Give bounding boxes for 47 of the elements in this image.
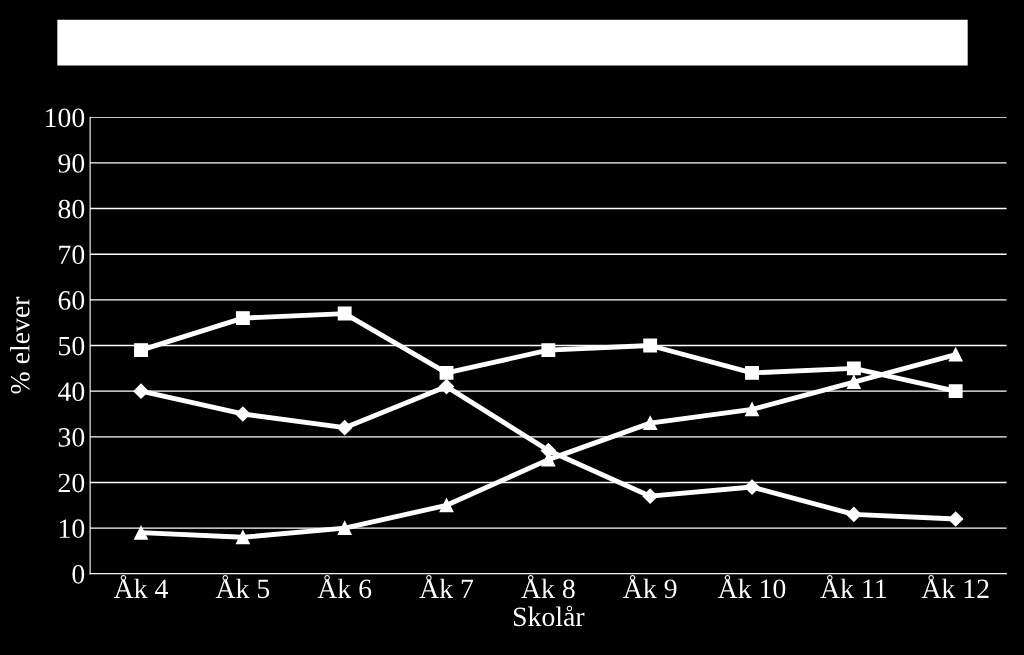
point: [846, 361, 861, 376]
point: [744, 479, 760, 495]
point: [337, 306, 352, 321]
x-tick-label: Åk 8: [521, 575, 575, 599]
point: [948, 511, 964, 527]
point: [745, 365, 759, 380]
point: [846, 375, 861, 389]
point: [235, 530, 250, 545]
y-tick-label: 100: [46, 108, 85, 128]
point: [134, 525, 148, 540]
point: [134, 343, 148, 358]
y-tick-label: 70: [59, 245, 85, 265]
y-tick-label: 40: [58, 382, 85, 402]
x-tick-label: Åk 5: [215, 575, 270, 599]
point: [948, 384, 963, 399]
y-tick-label: 0: [72, 564, 85, 584]
x-tick-label: Åk 7: [419, 575, 474, 598]
point: [337, 521, 352, 536]
point: [337, 420, 353, 436]
y-tick-label: 30: [58, 427, 85, 447]
point: [643, 338, 658, 353]
y-axis-title: % elever: [10, 296, 30, 394]
y-tick-label: 50: [59, 336, 85, 356]
point: [439, 365, 454, 380]
point: [438, 379, 455, 395]
point: [643, 416, 658, 431]
point: [745, 402, 759, 417]
x-tick-label: Åk 6: [317, 575, 372, 599]
x-tick-label: Åk 11: [820, 575, 886, 598]
point: [846, 506, 862, 523]
point: [948, 347, 963, 362]
point: [642, 488, 658, 504]
y-tick-label: 60: [58, 291, 85, 310]
x-tick-label: Åk 4: [113, 575, 168, 598]
y-tick-label: 10: [59, 519, 85, 539]
point: [541, 343, 556, 358]
x-tick-label: Åk 9: [623, 575, 677, 599]
point: [235, 406, 251, 422]
y-tick-label: 90: [58, 154, 85, 173]
y-tick-label: 80: [58, 199, 85, 219]
y-tick-label: 20: [58, 473, 85, 493]
x-tick-label: Åk 12: [921, 575, 989, 598]
point: [133, 383, 149, 399]
x-axis-title: Skolår: [513, 605, 585, 627]
point: [235, 311, 250, 326]
point: [439, 498, 454, 513]
x-tick-label: Åk 10: [717, 575, 786, 599]
